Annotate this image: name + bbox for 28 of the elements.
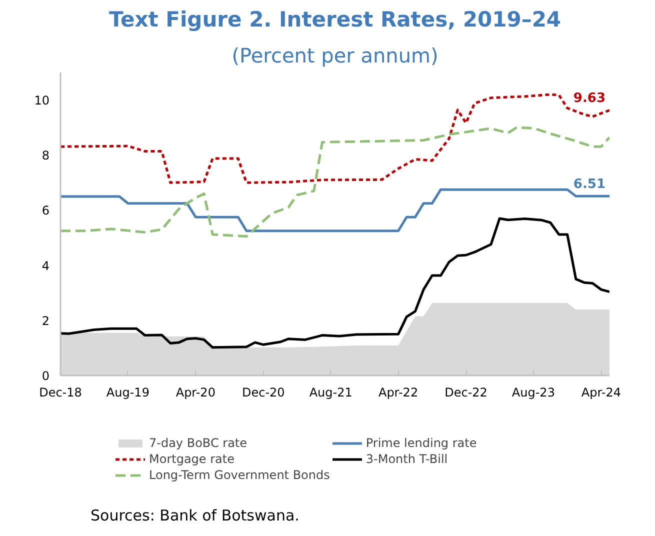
chart-subtitle: (Percent per annum): [232, 44, 438, 68]
source-note: Sources: Bank of Botswana.: [90, 506, 300, 524]
y-tick-label: 6: [42, 204, 50, 218]
annotation: 6.51: [573, 177, 606, 192]
x-tick-label: Dec-20: [242, 386, 285, 400]
y-tick-label: 10: [34, 94, 50, 108]
legend-label: 3-Month T-Bill: [366, 452, 448, 466]
line-series: [60, 188, 610, 232]
line-series: [60, 126, 610, 238]
x-tick-label: Apr-24: [581, 386, 621, 400]
legend-label: Long-Term Government Bonds: [149, 468, 330, 482]
legend-label: Mortgage rate: [149, 452, 234, 466]
x-tick-label: Aug-23: [512, 386, 555, 400]
x-tick-label: Aug-21: [309, 386, 352, 400]
x-tick-label: Aug-19: [106, 386, 150, 400]
y-tick-label: 0: [42, 369, 50, 383]
x-tick-label: Dec-22: [444, 386, 488, 400]
x-tick-label: Apr-22: [378, 386, 418, 400]
chart-title: Text Figure 2. Interest Rates, 2019–24: [108, 8, 562, 32]
y-tick-label: 8: [42, 148, 50, 163]
legend-label: 7-day BoBC rate: [149, 436, 248, 450]
x-tick-label: Dec-18: [39, 386, 82, 400]
line-series: [60, 217, 610, 349]
x-tick-label: Apr-20: [176, 386, 216, 400]
legend-label: Prime lending rate: [366, 436, 477, 450]
annotation: 9.63: [573, 91, 606, 106]
y-tick-label: 2: [42, 314, 50, 328]
y-tick-label: 4: [42, 258, 50, 273]
